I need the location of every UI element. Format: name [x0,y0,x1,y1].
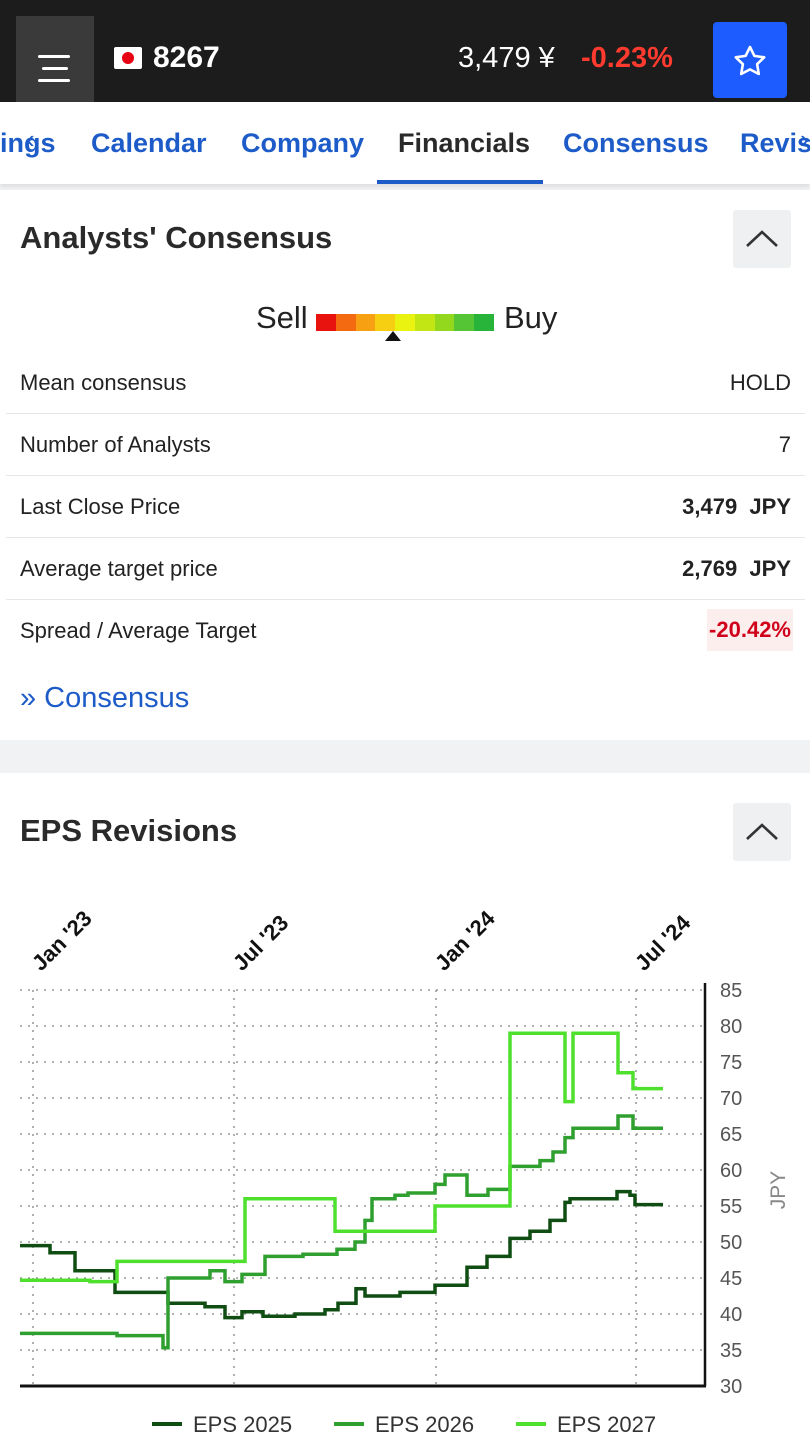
chevron-up-icon [746,230,778,247]
y-tick-label: 85 [720,980,742,1002]
section-tabs: ings ‹ Calendar Company Financials Conse… [0,102,810,184]
tab-earnings[interactable]: ings [0,128,56,158]
x-tick-label: Jul '23 [228,910,293,975]
consensus-row-target: Average target price 2,769 JPY [6,538,805,600]
y-tick-label: 80 [720,1016,742,1038]
eps-revisions-chart: 30 35 40 45 50 55 60 65 70 75 80 85 Jan '23 Jul '23 Ja… [20,905,790,1437]
row-label: Average target price [20,556,218,581]
x-tick-label: Jan '24 [430,905,500,975]
gauge-segment [335,314,356,331]
collapse-eps-button[interactable] [733,803,791,861]
eps-card-title: EPS Revisions [20,813,238,848]
y-tick-label: 65 [720,1124,742,1146]
scroll-right-icon[interactable]: › [800,124,809,154]
star-icon [734,45,766,76]
x-tick-label: Jan '23 [27,906,97,976]
gauge-segment [375,314,395,331]
scroll-left-icon[interactable]: ‹ [26,124,35,154]
row-value: HOLD [729,370,791,395]
menu-button[interactable] [16,16,94,102]
japan-flag-icon [114,47,142,69]
x-tick-label: Jul '24 [630,910,696,976]
menu-icon-line [38,79,70,82]
top-bar: 8267 3,479 ¥ -0.23% [0,0,810,102]
consensus-card-title: Analysts' Consensus [20,220,333,255]
y-tick-label: 60 [720,1160,742,1182]
gauge-segment [395,314,415,331]
consensus-gauge [316,314,494,331]
legend-label: EPS 2026 [375,1412,474,1437]
consensus-row-analysts: Number of Analysts 7 [6,414,805,476]
gauge-indicator-icon [384,331,401,341]
analysts-consensus-card [0,190,810,740]
spread-badge: -20.42% [707,609,793,651]
price-change: -0.23% [581,42,673,74]
consensus-link[interactable]: » Consensus [20,682,190,714]
row-label: Last Close Price [20,494,181,519]
row-label: Spread / Average Target [20,618,257,643]
row-label: Number of Analysts [20,432,211,457]
gauge-sell-label: Sell [256,300,308,335]
menu-icon-line [42,67,68,70]
watchlist-button[interactable] [713,22,787,98]
gauge-segment [474,314,494,331]
gauge-segment [414,314,435,331]
tab-company[interactable]: Company [241,128,365,158]
series-line-eps-2026 [20,1114,663,1350]
y-axis-label: JPY [767,1171,790,1210]
y-tick-label: 55 [720,1196,742,1218]
gauge-buy-label: Buy [504,300,558,335]
gauge-segment [434,314,455,331]
gauge-segment [355,314,376,331]
row-value: 2,769 JPY [682,556,791,581]
y-tick-label: 75 [720,1052,742,1074]
y-tick-label: 50 [720,1232,742,1254]
series-line-eps-2025 [20,1189,663,1320]
stock-price: 3,479 ¥ [458,42,555,74]
y-tick-label: 40 [720,1304,742,1326]
row-label: Mean consensus [20,370,187,395]
tab-calendar[interactable]: Calendar [91,128,207,158]
consensus-row-last-close: Last Close Price 3,479 JPY [6,476,805,538]
row-value: 7 [778,432,791,457]
active-tab-indicator [377,180,543,184]
legend-label: EPS 2027 [557,1412,656,1437]
ticker-symbol: 8267 [153,41,220,74]
y-tick-label: 30 [720,1376,742,1398]
y-tick-label: 70 [720,1088,742,1110]
series-line-eps-2027 [20,1031,663,1284]
gauge-segment [316,314,336,331]
consensus-row-mean: Mean consensus HOLD [6,352,805,414]
consensus-row-spread: Spread / Average Target -20.42% [6,600,805,662]
collapse-consensus-button[interactable] [733,210,791,268]
legend-label: EPS 2025 [193,1412,292,1437]
tab-consensus[interactable]: Consensus [563,128,709,158]
y-tick-label: 45 [720,1268,742,1290]
chevron-up-icon [746,823,778,840]
tab-revisions[interactable]: Revis [740,128,810,158]
menu-icon [38,55,70,58]
y-tick-label: 35 [720,1340,742,1362]
tab-financials[interactable]: Financials [398,128,531,158]
row-value: 3,479 JPY [682,494,791,519]
gauge-segment [454,314,474,331]
